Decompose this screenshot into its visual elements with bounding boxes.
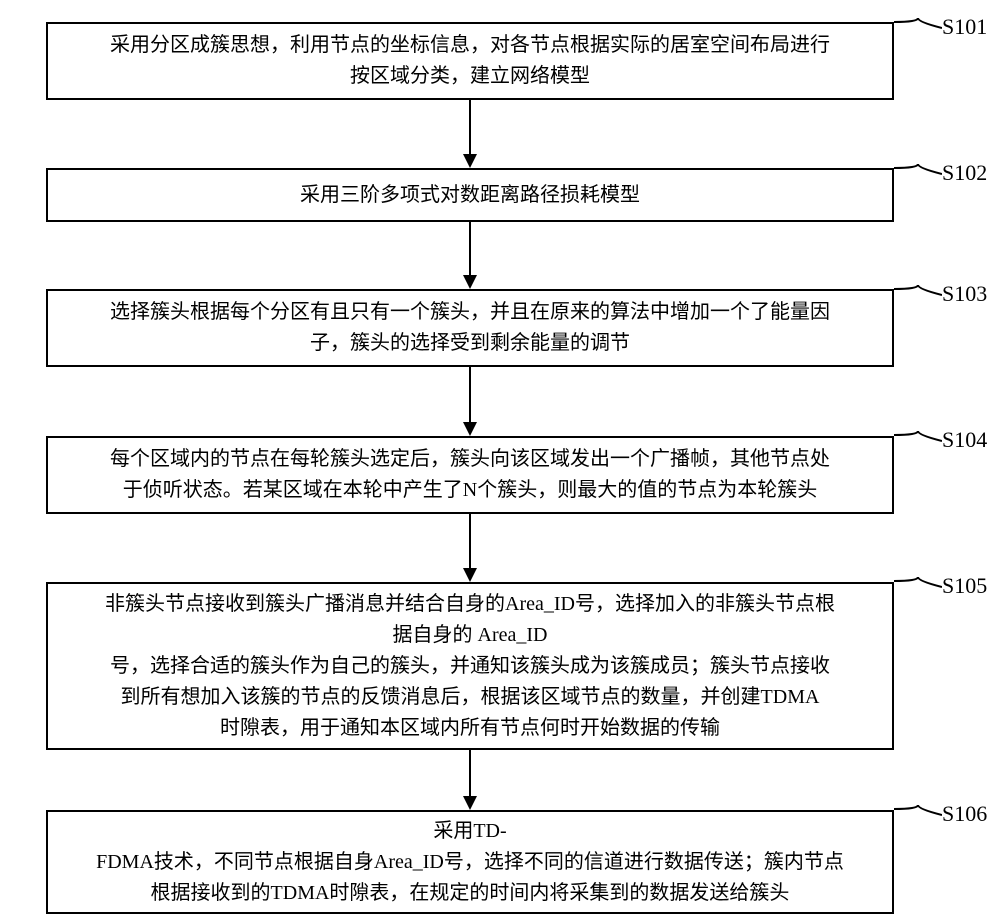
- bracket-s106: [894, 801, 942, 831]
- node-s106-text: 采用TD- FDMA技术，不同节点根据自身Area_ID号，选择不同的信道进行数…: [62, 816, 878, 909]
- node-s106: 采用TD- FDMA技术，不同节点根据自身Area_ID号，选择不同的信道进行数…: [46, 810, 894, 914]
- bracket-s102: [894, 160, 942, 190]
- node-s105: 非簇头节点接收到簇头广播消息并结合自身的Area_ID号，选择加入的非簇头节点根…: [46, 582, 894, 750]
- label-s102: S102: [942, 160, 987, 186]
- node-s103: 选择簇头根据每个分区有且只有一个簇头，并且在原来的算法中增加一个了能量因 子，簇…: [46, 289, 894, 367]
- node-s103-text: 选择簇头根据每个分区有且只有一个簇头，并且在原来的算法中增加一个了能量因 子，簇…: [62, 297, 878, 359]
- label-s104: S104: [942, 427, 987, 453]
- node-s104: 每个区域内的节点在每轮簇头选定后，簇头向该区域发出一个广播帧，其他节点处 于侦听…: [46, 436, 894, 514]
- bracket-s105: [894, 573, 942, 603]
- node-s105-text: 非簇头节点接收到簇头广播消息并结合自身的Area_ID号，选择加入的非簇头节点根…: [62, 589, 878, 744]
- node-s104-text: 每个区域内的节点在每轮簇头选定后，簇头向该区域发出一个广播帧，其他节点处 于侦听…: [62, 444, 878, 506]
- label-s106: S106: [942, 801, 987, 827]
- label-s105: S105: [942, 573, 987, 599]
- node-s101: 采用分区成簇思想，利用节点的坐标信息，对各节点根据实际的居室空间布局进行 按区域…: [46, 22, 894, 100]
- node-s102-text: 采用三阶多项式对数距离路径损耗模型: [62, 180, 878, 211]
- node-s101-text: 采用分区成簇思想，利用节点的坐标信息，对各节点根据实际的居室空间布局进行 按区域…: [62, 30, 878, 92]
- bracket-s104: [894, 427, 942, 457]
- bracket-s101: [894, 14, 942, 44]
- label-s103: S103: [942, 281, 987, 307]
- label-s101: S101: [942, 14, 987, 40]
- flowchart-canvas: 采用分区成簇思想，利用节点的坐标信息，对各节点根据实际的居室空间布局进行 按区域…: [0, 0, 1000, 924]
- bracket-s103: [894, 281, 942, 311]
- node-s102: 采用三阶多项式对数距离路径损耗模型: [46, 168, 894, 222]
